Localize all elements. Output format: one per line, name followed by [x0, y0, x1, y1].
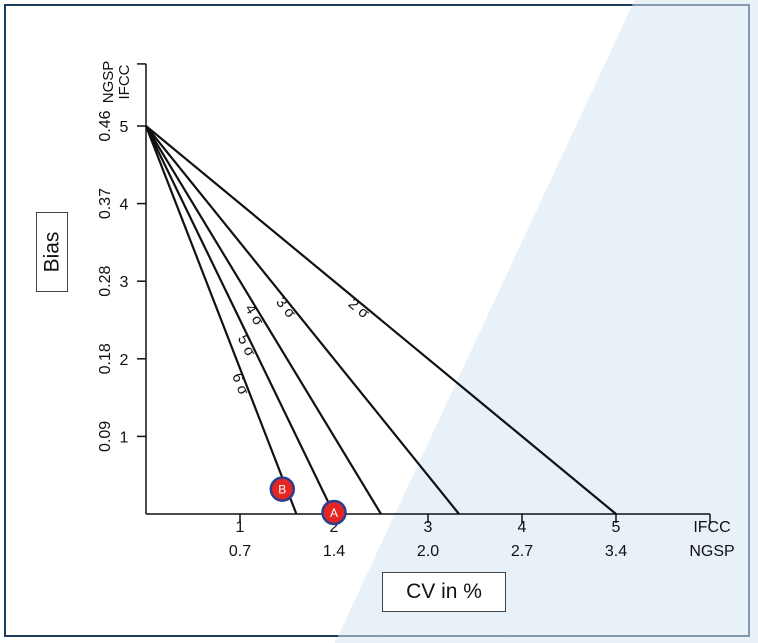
sigma-line: [145, 125, 617, 515]
y-tick-label-ngsp: 0.37: [97, 188, 114, 219]
x-tick-label-ifcc: 2: [330, 519, 339, 536]
sigma-line-label: 4 σ: [241, 301, 267, 329]
y-tick-label-ngsp: 0.46: [97, 110, 114, 141]
sigma-line: [145, 125, 382, 515]
x-tick-label-ifcc: 5: [612, 519, 621, 536]
sigma-line-label: 6 σ: [228, 371, 252, 398]
y-tick-label-ifcc: 4: [120, 197, 129, 214]
x-axis-label-box: CV in %: [382, 572, 506, 612]
y-tick-label-ifcc: 3: [120, 274, 129, 291]
x-axis-name-ngsp: NGSP: [689, 543, 734, 560]
x-axis-label: CV in %: [406, 580, 482, 603]
sigma-line: [145, 125, 460, 515]
sigma-line: [144, 125, 298, 515]
x-tick-label-ngsp: 2.7: [511, 543, 533, 560]
y-axis-name-ngsp: NGSP: [100, 61, 117, 104]
x-tick-label-ngsp: 1.4: [323, 543, 345, 560]
y-tick-label-ifcc: 1: [120, 429, 129, 446]
y-axis-label: Bias: [40, 231, 64, 273]
y-tick-label-ifcc: 2: [120, 352, 129, 369]
sigma-line-label: 2 σ: [345, 295, 373, 322]
y-tick-label-ngsp: 0.18: [97, 343, 114, 374]
x-tick-label-ifcc: 4: [518, 519, 527, 536]
sigma-line-label: 5 σ: [234, 332, 259, 360]
sigma-line-label: 3 σ: [272, 294, 299, 322]
x-tick-label-ngsp: 0.7: [229, 543, 251, 560]
sigma-line: [145, 125, 335, 515]
y-tick-label-ifcc: 5: [120, 119, 129, 136]
y-tick-label-ngsp: 0.28: [97, 266, 114, 297]
x-tick-label-ngsp: 2.0: [417, 543, 439, 560]
data-point-label: A: [330, 506, 338, 520]
x-axis-name-ifcc: IFCC: [693, 519, 730, 536]
y-tick-label-ngsp: 0.09: [97, 421, 114, 452]
x-tick-label-ngsp: 3.4: [605, 543, 627, 560]
x-tick-label-ifcc: 1: [236, 519, 245, 536]
y-axis-name-ifcc: IFCC: [116, 64, 133, 99]
data-point-label: B: [278, 483, 286, 497]
x-tick-label-ifcc: 3: [424, 519, 433, 536]
y-axis-label-box: Bias: [36, 212, 68, 292]
data-point: [321, 499, 347, 526]
data-point: [269, 476, 296, 502]
